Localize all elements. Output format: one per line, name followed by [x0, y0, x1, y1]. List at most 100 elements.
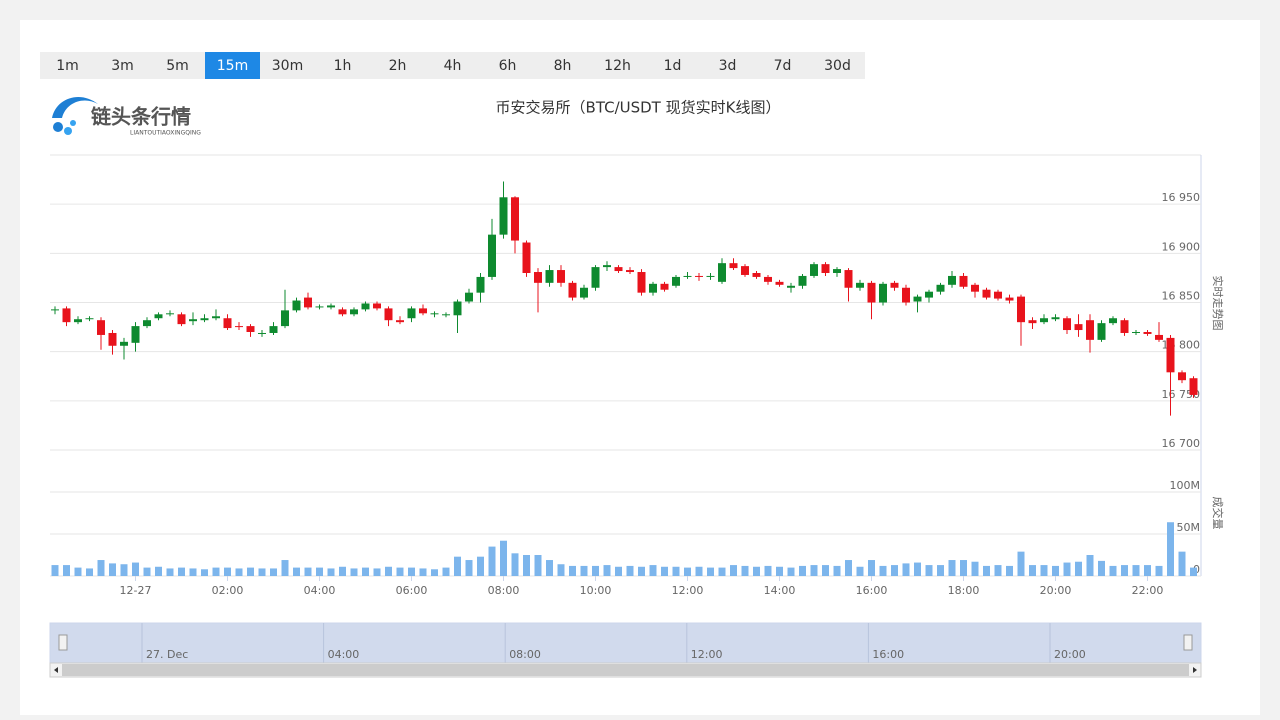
candle-body — [1063, 318, 1071, 331]
volume-bar — [960, 560, 967, 576]
candle-body — [166, 313, 174, 315]
candle-body — [1017, 296, 1025, 323]
candle-body — [810, 264, 818, 276]
interval-label: 30d — [824, 58, 851, 74]
candle-body — [235, 326, 243, 328]
volume-bar — [396, 567, 404, 576]
volume-bar — [1017, 551, 1025, 576]
candle-body — [419, 308, 427, 314]
y-tick-label: 16 900 — [1162, 240, 1201, 253]
volume-bar — [1006, 565, 1013, 576]
navigator-handle[interactable] — [58, 634, 68, 651]
candle-body — [1120, 320, 1129, 333]
volume-bar — [270, 568, 277, 576]
volume-bar — [971, 561, 979, 576]
volume-bar — [316, 567, 323, 576]
interval-label: 3d — [719, 58, 737, 74]
volume-bar — [247, 567, 254, 576]
navigator-label: 04:00 — [328, 648, 360, 661]
x-tick-label: 10:00 — [580, 584, 612, 597]
y-axis-title: 实时走势图 — [1211, 276, 1225, 331]
scrollbar-thumb[interactable] — [62, 664, 1189, 676]
volume-bar — [822, 565, 829, 576]
volume-bar — [810, 565, 818, 576]
candle-body — [844, 270, 853, 288]
navigator-label: 08:00 — [509, 648, 541, 661]
volume-bar — [189, 568, 197, 576]
candle-body — [1005, 297, 1014, 301]
logo-dot — [53, 122, 63, 132]
candle-body — [867, 282, 876, 303]
candle-body — [798, 275, 807, 286]
candle-body — [442, 314, 450, 316]
candle-body — [476, 276, 485, 293]
volume-bar — [1029, 565, 1036, 576]
candle-body — [511, 197, 519, 241]
volume-bar — [902, 563, 910, 576]
volume-bar — [500, 540, 507, 576]
candle-body — [902, 287, 910, 303]
navigator-label: 12:00 — [691, 648, 723, 661]
volume-bar — [534, 555, 542, 576]
volume-bar — [477, 556, 484, 576]
candle-body — [982, 289, 991, 298]
candle-body — [430, 313, 439, 315]
x-tick-label: 12-27 — [120, 584, 152, 597]
volume-bar — [592, 565, 599, 576]
volume-bar — [879, 565, 887, 576]
candle-body — [534, 272, 542, 283]
candle-body — [1040, 318, 1048, 323]
candle-body — [695, 275, 703, 277]
interval-label: 4h — [444, 58, 462, 74]
candle-body — [626, 270, 634, 273]
volume-bar — [925, 565, 933, 576]
volume-bar — [1040, 565, 1048, 576]
volume-bar — [235, 568, 243, 576]
candle-body — [384, 308, 393, 321]
x-tick-label: 14:00 — [764, 584, 796, 597]
candle-body — [1086, 320, 1094, 340]
volume-bar — [741, 565, 749, 576]
candle-body — [499, 197, 508, 235]
navigator-label: 16:00 — [872, 648, 904, 661]
volume-bar — [764, 565, 772, 576]
volume-bar — [707, 567, 714, 576]
navigator-handle[interactable] — [1183, 634, 1193, 651]
interval-label: 6h — [499, 58, 517, 74]
x-tick-label: 08:00 — [488, 584, 520, 597]
navigator — [49, 622, 1202, 664]
toolbar — [40, 52, 865, 79]
candle-body — [373, 303, 381, 309]
candle-body — [1143, 332, 1152, 334]
candle-body — [281, 310, 289, 327]
volume-bar — [730, 565, 737, 576]
volume-bar — [1075, 561, 1082, 576]
candle-body — [787, 285, 795, 288]
candle-body — [120, 341, 128, 346]
interval-label: 8h — [554, 58, 572, 74]
candle-body — [1028, 320, 1037, 324]
volume-bar — [258, 568, 266, 576]
candle-body — [557, 270, 565, 283]
interval-button-active[interactable] — [205, 52, 260, 79]
logo-dot — [64, 127, 72, 135]
scroll-right[interactable] — [1193, 667, 1197, 673]
x-tick-label: 18:00 — [948, 584, 980, 597]
volume-bar — [983, 565, 990, 576]
scroll-left[interactable] — [54, 667, 58, 673]
candle-body — [879, 283, 887, 303]
volume-bar — [649, 565, 657, 576]
y-tick-label: 16 950 — [1162, 191, 1201, 204]
candle-body — [292, 300, 301, 311]
volume-bar — [339, 566, 346, 576]
candle-body — [833, 269, 841, 273]
volume-bar — [488, 546, 496, 576]
volume-bar — [856, 566, 864, 576]
candle-body — [350, 309, 358, 315]
y-tick-label: 100M — [1170, 479, 1201, 492]
candle-body — [1097, 323, 1106, 340]
x-tick-label: 04:00 — [304, 584, 336, 597]
candle-body — [936, 284, 945, 292]
chart-title: 币安交易所（BTC/USDT 现货实时K线图） — [496, 99, 781, 117]
volume-bar — [281, 560, 289, 576]
